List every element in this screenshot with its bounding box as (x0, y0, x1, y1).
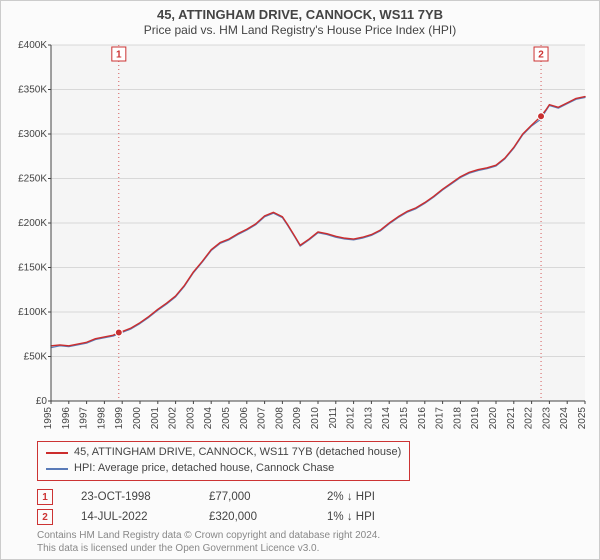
event-marker-1-icon: 1 (37, 489, 53, 505)
svg-text:2011: 2011 (328, 407, 339, 429)
svg-text:2024: 2024 (559, 407, 570, 430)
svg-text:2013: 2013 (363, 407, 374, 430)
svg-text:2019: 2019 (470, 407, 481, 430)
chart-title: 45, ATTINGHAM DRIVE, CANNOCK, WS11 7YB (9, 7, 591, 23)
svg-text:£400K: £400K (18, 41, 47, 51)
legend: 45, ATTINGHAM DRIVE, CANNOCK, WS11 7YB (… (37, 441, 410, 481)
svg-text:2009: 2009 (292, 407, 303, 430)
svg-text:2007: 2007 (257, 407, 268, 430)
svg-text:£200K: £200K (18, 218, 47, 229)
legend-item-subject: 45, ATTINGHAM DRIVE, CANNOCK, WS11 7YB (… (46, 445, 401, 461)
legend-label-hpi: HPI: Average price, detached house, Cann… (74, 461, 334, 477)
svg-text:2003: 2003 (185, 407, 196, 430)
svg-text:2000: 2000 (132, 407, 143, 430)
event-2-vs-hpi: 1% ↓ HPI (327, 511, 447, 523)
attribution-line-1: Contains HM Land Registry data © Crown c… (37, 529, 591, 542)
svg-text:2016: 2016 (417, 407, 428, 430)
svg-text:£150K: £150K (18, 263, 47, 274)
event-1-vs-hpi: 2% ↓ HPI (327, 491, 447, 503)
event-2-date: 14-JUL-2022 (81, 511, 181, 523)
svg-text:2010: 2010 (310, 407, 321, 430)
svg-text:2023: 2023 (541, 407, 552, 430)
svg-text:2021: 2021 (506, 407, 517, 430)
svg-text:2020: 2020 (488, 407, 499, 430)
svg-text:2: 2 (538, 50, 544, 61)
event-1-date: 23-OCT-1998 (81, 491, 181, 503)
price-line-chart: £0 £50K £100K £150K £200K £250K £300K £350K £400… (9, 41, 591, 437)
svg-text:1: 1 (116, 50, 122, 61)
legend-item-hpi: HPI: Average price, detached house, Cann… (46, 461, 401, 477)
svg-text:£300K: £300K (18, 129, 47, 140)
svg-text:£50K: £50K (24, 352, 48, 363)
event-2-price: £320,000 (209, 511, 299, 523)
svg-text:2001: 2001 (150, 407, 161, 430)
svg-text:2008: 2008 (274, 407, 285, 430)
event-row-1: 1 23-OCT-1998 £77,000 2% ↓ HPI (37, 489, 591, 505)
svg-text:1995: 1995 (43, 407, 54, 430)
svg-text:1996: 1996 (61, 407, 72, 430)
events-list: 1 23-OCT-1998 £77,000 2% ↓ HPI 2 14-JUL-… (37, 487, 591, 529)
svg-text:1998: 1998 (96, 407, 107, 430)
attribution-line-2: This data is licensed under the Open Gov… (37, 542, 591, 555)
svg-text:2004: 2004 (203, 407, 214, 430)
svg-text:2017: 2017 (435, 407, 446, 430)
svg-text:£250K: £250K (18, 174, 47, 185)
svg-text:2022: 2022 (524, 407, 535, 430)
svg-text:2018: 2018 (452, 407, 463, 430)
svg-text:£350K: £350K (18, 85, 47, 96)
svg-text:1999: 1999 (114, 407, 125, 430)
event-row-2: 2 14-JUL-2022 £320,000 1% ↓ HPI (37, 509, 591, 525)
svg-text:2015: 2015 (399, 407, 410, 430)
svg-text:2025: 2025 (577, 407, 588, 430)
attribution: Contains HM Land Registry data © Crown c… (37, 529, 591, 555)
svg-text:1997: 1997 (79, 407, 90, 430)
chart-subtitle: Price paid vs. HM Land Registry's House … (9, 23, 591, 37)
chart-area: £0 £50K £100K £150K £200K £250K £300K £350K £400… (9, 41, 591, 437)
legend-swatch-subject (46, 452, 68, 454)
svg-text:2005: 2005 (221, 407, 232, 430)
svg-text:£0: £0 (36, 396, 48, 407)
svg-text:2002: 2002 (168, 407, 179, 430)
svg-text:2014: 2014 (381, 407, 392, 430)
legend-label-subject: 45, ATTINGHAM DRIVE, CANNOCK, WS11 7YB (… (74, 445, 401, 461)
event-marker-2-icon: 2 (37, 509, 53, 525)
legend-swatch-hpi (46, 468, 68, 470)
svg-text:2006: 2006 (239, 407, 250, 430)
event-1-price: £77,000 (209, 491, 299, 503)
svg-text:£100K: £100K (18, 307, 47, 318)
svg-text:2012: 2012 (346, 407, 357, 430)
